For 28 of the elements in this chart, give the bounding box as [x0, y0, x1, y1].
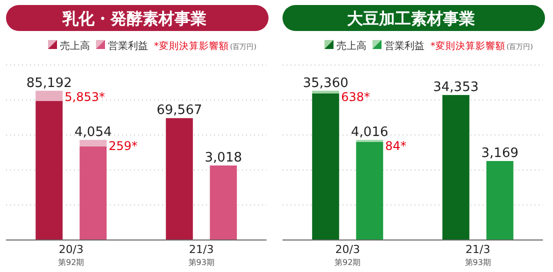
legend-売上高: 売上高	[48, 40, 90, 52]
annotation: 638*	[341, 90, 370, 104]
data-label: 3,018	[204, 150, 242, 166]
legend-営業利益: 営業利益	[372, 40, 424, 52]
x-tick-label: 20/3 第92期	[58, 243, 84, 267]
data-label: 69,567	[156, 103, 202, 118]
legend-label: 売上高	[60, 40, 90, 52]
data-label: 3,169	[481, 146, 518, 162]
x-tick-label: 21/3 第93期	[188, 243, 214, 267]
legend-label: 売上高	[336, 40, 366, 52]
text: 4,016	[351, 124, 388, 140]
x-tick-label: 20/3 第92期	[334, 243, 361, 267]
chart-title: 大豆加工素材事業	[346, 9, 475, 28]
legend-売上高: 売上高	[324, 40, 366, 52]
text: 85,192	[26, 76, 72, 91]
data-label: 34,353	[433, 80, 479, 96]
text: *変則決算影響額	[154, 40, 229, 52]
text: 35,360	[302, 76, 348, 91]
x-tick-label: 21/3 第93期	[464, 243, 491, 267]
legend-label: 営業利益	[108, 40, 148, 52]
text: 4,054	[74, 124, 112, 140]
annotation: 84*	[385, 138, 406, 153]
annotation: 259*	[108, 138, 138, 153]
text: *変則決算影響額	[430, 40, 506, 52]
chart-title: 乳化・発酵素材事業	[61, 9, 206, 28]
legend-label: 営業利益	[384, 40, 424, 52]
legend-営業利益: 営業利益	[96, 40, 148, 52]
annotation: 5,853*	[64, 90, 105, 104]
